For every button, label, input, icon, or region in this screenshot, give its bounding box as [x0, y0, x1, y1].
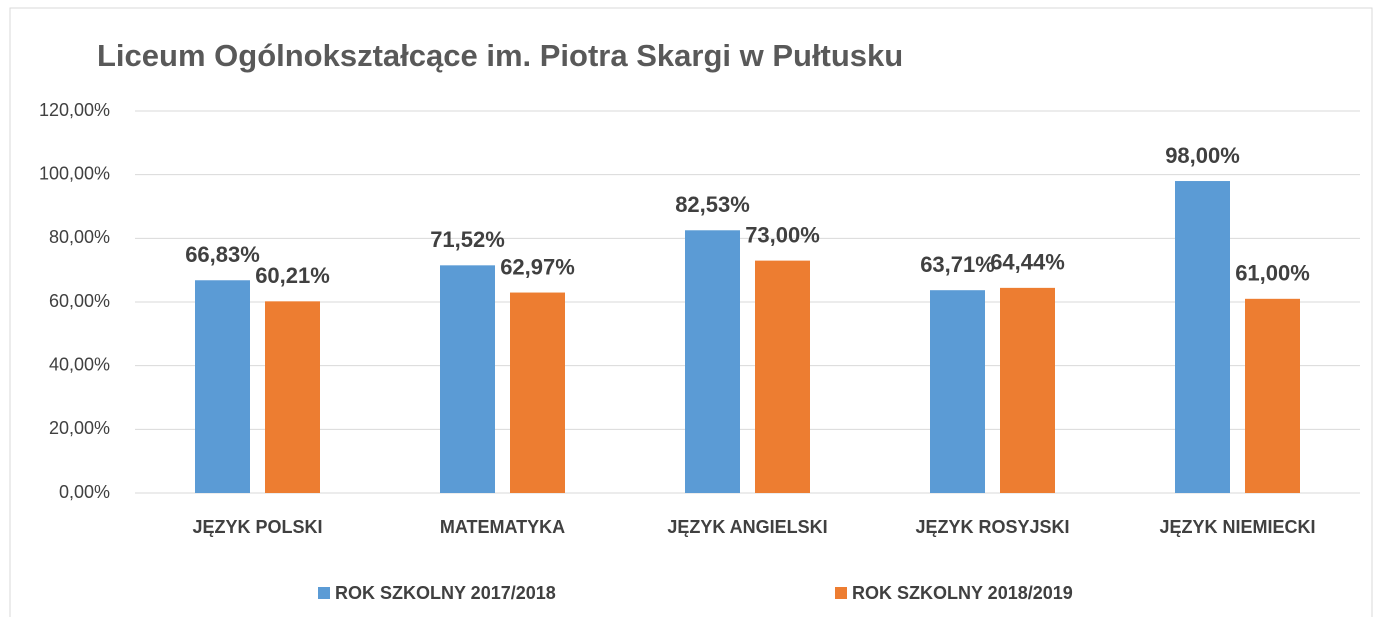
bar: [440, 265, 495, 493]
y-tick-label: 20,00%: [49, 418, 110, 438]
x-tick-label: JĘZYK ANGIELSKI: [667, 517, 827, 537]
data-label: 63,71%: [920, 252, 995, 277]
y-tick-label: 60,00%: [49, 291, 110, 311]
legend-label: ROK SZKOLNY 2017/2018: [335, 583, 556, 603]
x-tick-label: JĘZYK ROSYJSKI: [915, 517, 1069, 537]
y-tick-label: 0,00%: [59, 482, 110, 502]
y-tick-label: 120,00%: [39, 100, 110, 120]
data-label: 62,97%: [500, 254, 575, 279]
chart-border: [9, 7, 1373, 617]
data-label: 73,00%: [745, 222, 820, 247]
bar: [685, 230, 740, 494]
data-label: 98,00%: [1165, 143, 1240, 168]
data-label: 60,21%: [255, 263, 330, 288]
x-tick-label: JĘZYK POLSKI: [192, 517, 322, 537]
bar: [930, 290, 985, 493]
legend-swatch: [318, 587, 330, 599]
bar: [755, 260, 810, 493]
data-label: 64,44%: [990, 250, 1065, 275]
bar: [195, 280, 250, 493]
data-label: 71,52%: [430, 227, 505, 252]
bar: [265, 301, 320, 493]
x-tick-label: MATEMATYKA: [440, 517, 565, 537]
y-tick-label: 100,00%: [39, 163, 110, 183]
bar: [1245, 298, 1300, 493]
x-tick-label: JĘZYK NIEMIECKI: [1159, 517, 1315, 537]
y-tick-label: 40,00%: [49, 354, 110, 374]
data-label: 82,53%: [675, 192, 750, 217]
legend-label: ROK SZKOLNY 2018/2019: [852, 583, 1073, 603]
chart-title: Liceum Ogólnokształcące im. Piotra Skarg…: [97, 38, 903, 73]
bar: [1175, 181, 1230, 494]
legend-swatch: [835, 587, 847, 599]
bar: [510, 292, 565, 493]
data-label: 61,00%: [1235, 261, 1310, 286]
y-tick-label: 80,00%: [49, 227, 110, 247]
bar: [1000, 287, 1055, 493]
data-label: 66,83%: [185, 242, 260, 267]
